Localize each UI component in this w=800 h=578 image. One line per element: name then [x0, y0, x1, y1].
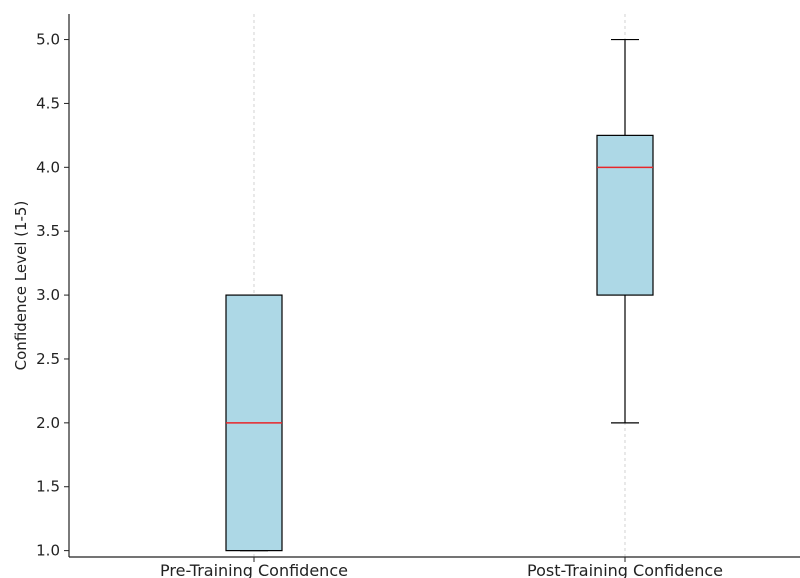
x-ticks: Pre-Training Confidence Post-Training Con… — [160, 557, 723, 578]
axes — [68, 14, 800, 558]
y-tick-label: 3.0 — [36, 286, 60, 304]
x-tick-label: Pre-Training Confidence — [160, 561, 348, 578]
y-tick-label: 4.5 — [36, 94, 60, 112]
x-tick-label: Post-Training Confidence — [527, 561, 723, 578]
y-tick-label: 1.5 — [36, 478, 60, 496]
box-series — [225, 38, 654, 552]
y-axis-title: Confidence Level (1-5) — [12, 201, 30, 371]
box-2 — [596, 38, 654, 424]
y-tick-label: 3.5 — [36, 222, 60, 240]
y-tick-label: 4.0 — [36, 158, 60, 176]
y-ticks: 1.0 1.5 2.0 2.5 3.0 3.5 4.0 4.5 5.0 — [36, 31, 69, 560]
y-tick-label: 2.0 — [36, 414, 60, 432]
grid-lines — [253, 14, 626, 557]
box-1 — [225, 294, 283, 552]
y-tick-label: 5.0 — [36, 31, 60, 49]
y-tick-label: 2.5 — [36, 350, 60, 368]
iqr-box — [596, 134, 654, 296]
y-tick-label: 1.0 — [36, 542, 60, 560]
